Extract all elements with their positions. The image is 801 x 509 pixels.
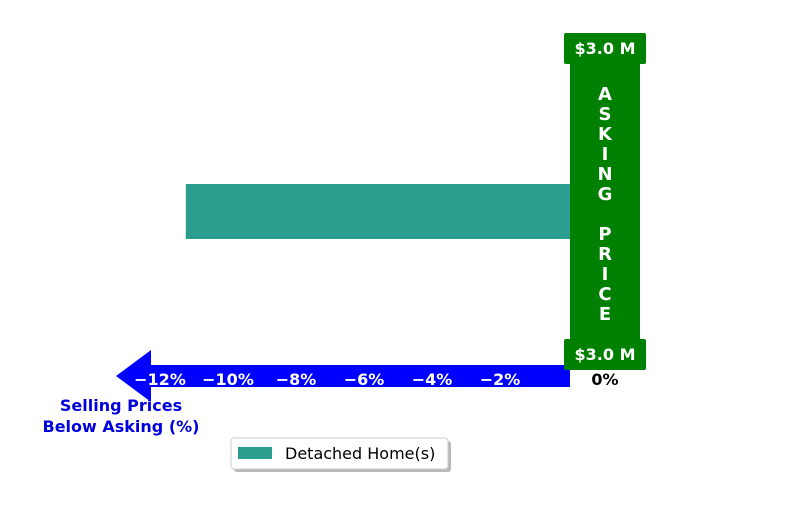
legend-box — [230, 437, 449, 470]
bars-group — [185, 184, 571, 239]
asking-price-bottom-label: $3.0 M — [575, 345, 636, 364]
tick-label: −12% — [134, 370, 186, 389]
asking-price-letter: R — [598, 244, 612, 265]
axis-arrow-shaft — [150, 365, 570, 387]
asking-price-top-label: $3.0 M — [575, 39, 636, 58]
asking-price-letter: K — [598, 124, 613, 145]
x-axis-arrow — [116, 350, 570, 402]
tick-label: −8% — [276, 370, 317, 389]
asking-price-letter: S — [599, 104, 612, 125]
tick-labels: −12% −10% −8% −6% −4% −2% — [134, 370, 520, 389]
asking-price-letter: C — [598, 284, 611, 305]
asking-price-letter: E — [599, 304, 611, 325]
tick-label: −2% — [480, 370, 521, 389]
legend: Detached Home(s) — [230, 437, 451, 472]
axis-arrow-head — [116, 350, 151, 402]
tick-label: −4% — [412, 370, 453, 389]
tick-label: −6% — [344, 370, 385, 389]
asking-price-bar — [570, 48, 640, 354]
asking-price-top-badge — [564, 33, 646, 64]
legend-swatch-detached-homes — [238, 447, 272, 459]
asking-price-letter: I — [602, 144, 609, 165]
asking-price-letter: I — [602, 264, 609, 285]
asking-price-letter: A — [598, 84, 612, 105]
asking-price-bottom-badge — [564, 339, 646, 370]
x-axis-label-line-1: Selling Prices — [60, 396, 182, 415]
asking-price-letter: P — [598, 224, 611, 245]
legend-label-detached-homes: Detached Home(s) — [285, 444, 435, 463]
bar-detached-homes — [185, 184, 571, 239]
asking-price-letter: G — [598, 184, 613, 205]
zero-tick-label: 0% — [591, 370, 618, 389]
tick-label: −10% — [202, 370, 254, 389]
asking-price-letter: N — [597, 164, 612, 185]
x-axis-label-line-2: Below Asking (%) — [43, 417, 200, 436]
